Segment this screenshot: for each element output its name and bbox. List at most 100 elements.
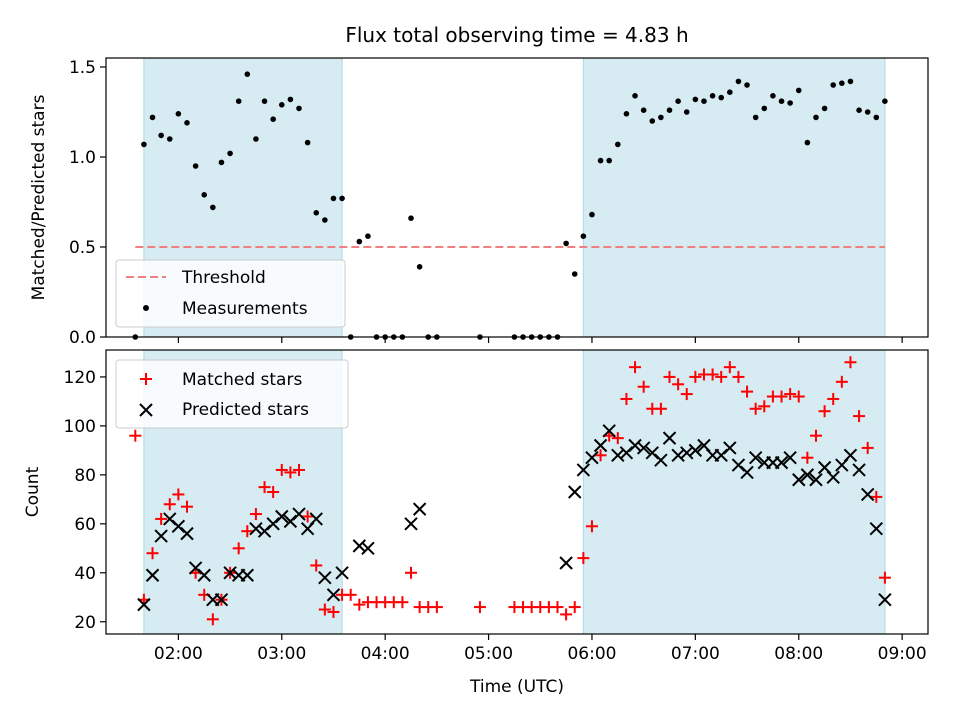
predicted-star-point <box>809 473 823 487</box>
bottom-legend: Matched stars Predicted stars <box>115 359 349 429</box>
measurement-point <box>563 240 569 247</box>
predicted-star-point <box>783 451 797 465</box>
predicted-legend-label: Predicted stars <box>182 400 309 420</box>
predicted-star-point <box>568 485 582 499</box>
measurement-point <box>795 87 802 94</box>
matched-legend-label: Matched stars <box>182 370 302 390</box>
measurement-point <box>778 98 785 104</box>
matched-star-point <box>827 392 840 405</box>
predicted-star-point <box>240 568 255 582</box>
measurement-point <box>304 139 311 146</box>
x-axis-label: Time (UTC) <box>469 677 564 697</box>
measurement-point <box>821 105 828 112</box>
matched-star-point <box>155 512 168 525</box>
y-tick-label: 100 <box>64 417 96 437</box>
measurement-point <box>356 238 363 245</box>
measurement-point <box>606 157 612 164</box>
predicted-star-point <box>576 463 591 477</box>
measurement-point <box>752 114 759 121</box>
measurement-point <box>235 98 242 104</box>
predicted-star-point <box>318 570 332 585</box>
x-tick-label: 06:00 <box>567 644 616 664</box>
bottom-y-ticks: 20 40 60 80 100 120 <box>64 368 106 633</box>
measurement-point <box>873 114 880 121</box>
measurement-point <box>623 111 630 117</box>
matched-star-point <box>180 500 193 513</box>
bottom-panel: 20 40 60 80 100 120 02:00 03:00 04:00 05:00 06:00… <box>23 349 929 697</box>
predicted-star-point <box>852 463 866 477</box>
matched-star-point <box>241 525 254 538</box>
matched-star-point <box>611 432 624 445</box>
matched-star-point <box>293 463 306 476</box>
measurement-point <box>847 78 854 85</box>
measurement-point <box>692 96 699 103</box>
matched-star-point <box>327 605 340 618</box>
measurement-point <box>580 233 587 239</box>
matched-star-point <box>672 378 685 391</box>
measurement-point <box>864 109 871 115</box>
measurement-point <box>330 195 337 202</box>
y-tick-label: 60 <box>74 515 96 535</box>
measurement-point <box>615 141 621 148</box>
measurement-point <box>184 120 190 126</box>
measurement-point <box>709 93 716 99</box>
predicted-star-point <box>326 588 341 602</box>
x-tick-label: 04:00 <box>361 644 410 664</box>
matched-star-point <box>620 392 633 405</box>
predicted-star-point <box>585 451 599 465</box>
predicted-star-point <box>309 512 323 526</box>
predicted-star-point <box>843 448 858 462</box>
predicted-star-point <box>559 556 573 570</box>
top-x-ticks <box>177 337 903 343</box>
top-plot-frame <box>105 57 929 338</box>
matched-star-point <box>715 370 728 383</box>
predicted-star-point <box>154 529 168 543</box>
chart-title: Flux total observing time = 4.83 h <box>345 23 688 47</box>
matched-star-point <box>129 429 142 442</box>
measurements-legend-label: Measurements <box>182 299 308 319</box>
matched-star-point <box>818 405 831 418</box>
matched-star-point <box>878 571 891 584</box>
bottom-x-ticks: 02:00 03:00 04:00 05:00 06:00 07:00 08:00 09:00 <box>154 634 927 664</box>
top-y-ticks: 0.0 0.5 1.0 1.5 <box>69 58 106 348</box>
measurement-point <box>287 96 294 103</box>
measurement-point <box>770 93 776 99</box>
matched-star-point <box>758 400 771 413</box>
measurement-point <box>192 163 199 169</box>
measurement-point <box>296 105 302 112</box>
top-legend-box <box>115 259 346 328</box>
matched-star-point <box>784 388 797 401</box>
matched-star-point <box>680 388 693 401</box>
measurement-point <box>158 132 164 139</box>
matched-star-point <box>853 410 866 423</box>
measurement-point <box>261 98 268 104</box>
matched-star-point <box>637 380 650 393</box>
matched-star-point <box>792 390 805 403</box>
predicted-star-point <box>869 522 884 536</box>
matched-star-point <box>654 402 667 415</box>
predicted-star-point <box>275 509 289 524</box>
predicted-star-point <box>404 517 418 531</box>
measurement-point <box>761 105 768 112</box>
matched-star-point <box>741 385 754 398</box>
matched-star-point <box>577 552 590 565</box>
measurement-point <box>408 215 414 221</box>
x-tick-label: 02:00 <box>154 644 203 664</box>
matched-star-point <box>844 356 857 369</box>
measurement-point <box>175 111 182 117</box>
matched-star-point <box>206 613 219 626</box>
measurement-point <box>571 271 578 277</box>
matched-star-point <box>430 601 443 614</box>
matched-star-point <box>551 601 564 614</box>
predicted-star-point <box>878 593 892 607</box>
predicted-star-point <box>361 541 375 556</box>
measurement-point <box>701 98 707 104</box>
top-panel: 0.0 0.5 1.0 1.5 Matched/Predicted stars Thr… <box>29 57 929 348</box>
matched-star-point <box>172 488 185 501</box>
predicted-star-point <box>774 455 789 470</box>
measurement-point <box>683 109 690 115</box>
measurement-point <box>227 150 233 157</box>
measurement-point <box>322 217 328 223</box>
measurement-point <box>649 118 656 124</box>
measurement-point <box>839 80 845 86</box>
